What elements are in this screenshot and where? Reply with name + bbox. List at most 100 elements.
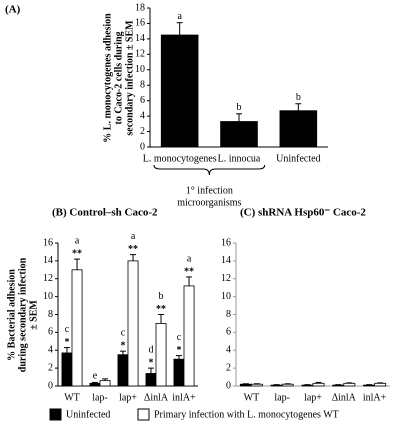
bar [279, 110, 318, 148]
y-tick-label: 18 [135, 2, 145, 13]
y-tick-label: 14 [135, 33, 145, 44]
y-tick-label: 8 [140, 80, 145, 91]
group-letter: c [177, 332, 182, 343]
bar [239, 383, 252, 387]
y-tick-label: 2 [226, 362, 231, 373]
y-tick-label: 8 [226, 309, 231, 320]
bar [363, 384, 375, 387]
x-tick-label: inlA+ [363, 392, 387, 403]
bracket-label: 1° infection [186, 185, 233, 196]
y-tick-label: 4 [48, 345, 53, 356]
x-tick-label: ΔinlA [332, 392, 357, 403]
y-tick-label: 6 [140, 95, 145, 106]
x-tick-label: L. innocua [218, 153, 261, 164]
x-tick-label: lap+ [304, 392, 322, 403]
legend-label: Primary infection with L. monocytogenes … [154, 409, 339, 420]
bar [312, 382, 325, 387]
bar [160, 34, 199, 148]
y-tick-label: 2 [48, 362, 53, 373]
y-tick-label: 12 [221, 273, 231, 284]
bar [374, 382, 387, 387]
panel-title: (C) shRNA Hsp60⁻ Caco-2 [240, 207, 366, 219]
group-letter: b [237, 102, 242, 113]
legend-swatch [49, 408, 62, 421]
group-letter: a [177, 11, 182, 22]
bar [343, 382, 356, 387]
bar [61, 352, 73, 387]
bar [155, 323, 167, 387]
bar [89, 382, 101, 387]
panel-title: (B) Control–sh Caco-2 [52, 207, 158, 219]
x-tick-label: lap- [92, 392, 108, 403]
significance-stars: ** [184, 266, 194, 277]
x-tick-label: WT [64, 392, 80, 403]
y-tick-label: 16 [43, 237, 53, 248]
x-tick-label: lap+ [119, 392, 137, 403]
y-tick-label: 10 [221, 291, 231, 302]
significance-stars: * [176, 345, 181, 356]
bar [71, 269, 83, 387]
bar [173, 358, 185, 387]
x-tick-label: ΔinlA [144, 392, 169, 403]
group-letter: e [93, 371, 98, 382]
group-letter: c [121, 327, 126, 338]
x-tick-label: L. monocytogenes [143, 153, 217, 164]
group-letter: d [148, 344, 153, 355]
bar [117, 354, 129, 387]
y-tick-label: 0 [226, 380, 231, 391]
bar [301, 384, 314, 387]
y-tick-label: 4 [226, 345, 231, 356]
bracket-label: microorganisms [177, 197, 241, 208]
bar [99, 380, 111, 387]
x-tick-label: lap- [274, 392, 290, 403]
bar [220, 121, 258, 148]
bar [250, 383, 263, 387]
y-tick-label: 12 [43, 273, 53, 284]
y-tick-label: 10 [135, 64, 145, 75]
bracket [153, 164, 266, 176]
significance-stars: ** [128, 244, 138, 255]
significance-stars: * [120, 340, 125, 351]
y-tick-label: 0 [140, 141, 145, 152]
y-tick-label: 16 [221, 237, 231, 248]
bar [127, 260, 139, 387]
significance-stars: ** [156, 304, 166, 315]
y-axis-label: to Caco-2 cells during [113, 31, 124, 124]
group-letter: a [131, 231, 136, 242]
legend-label: Uninfected [66, 409, 110, 420]
x-tick-label: inlA+ [172, 392, 196, 403]
group-letter: b [159, 291, 164, 302]
significance-stars: * [64, 337, 69, 348]
x-tick-label: WT [244, 392, 260, 403]
y-axis-label: % L. monocytogenes adhesion [102, 13, 113, 143]
y-axis-label: secondary infection ± SEM [124, 20, 135, 136]
significance-stars: ** [72, 248, 82, 259]
y-tick-label: 14 [43, 255, 53, 266]
y-tick-label: 16 [135, 18, 145, 29]
legend-swatch [137, 408, 150, 421]
y-tick-label: 8 [48, 309, 53, 320]
significance-stars: * [148, 357, 153, 368]
y-axis-label: ± SEM [28, 300, 39, 330]
group-letter: a [187, 253, 192, 264]
y-tick-label: 6 [226, 327, 231, 338]
y-tick-label: 12 [135, 49, 145, 60]
y-tick-label: 2 [140, 126, 145, 137]
bar [145, 373, 157, 387]
group-letter: a [75, 235, 80, 246]
panel-title: (A) [5, 4, 21, 16]
bar [332, 384, 345, 387]
group-letter: b [296, 92, 301, 103]
y-tick-label: 10 [43, 291, 53, 302]
bar [270, 384, 283, 387]
bar [281, 383, 294, 387]
y-tick-label: 14 [221, 255, 231, 266]
y-axis-label: % Bacterial adhesion [6, 269, 17, 361]
y-tick-label: 0 [48, 380, 53, 391]
y-axis-label: during secondary infection [17, 257, 28, 372]
group-letter: c [65, 324, 70, 335]
y-tick-label: 4 [140, 110, 145, 121]
bar [183, 285, 195, 387]
y-tick-label: 6 [48, 327, 53, 338]
